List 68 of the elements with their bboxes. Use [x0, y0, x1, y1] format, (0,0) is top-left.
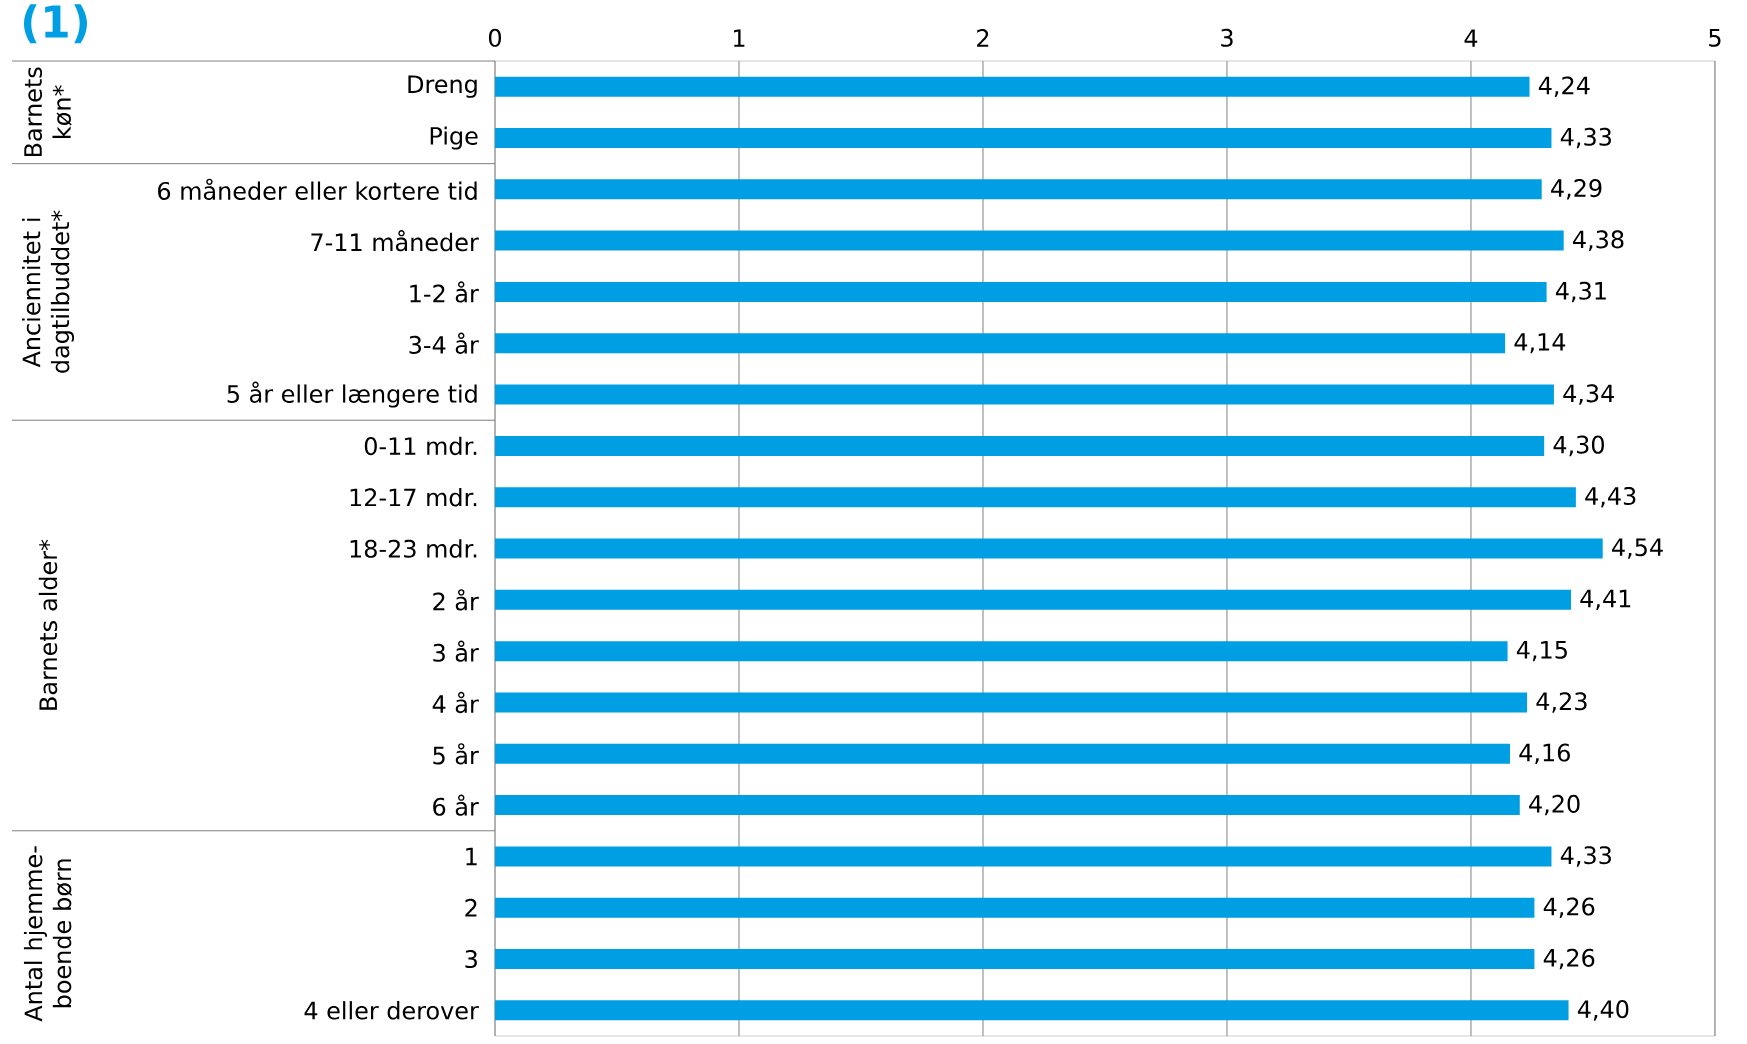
y-tick-label: 5 år eller længere tid	[227, 381, 477, 408]
bar	[495, 949, 1535, 970]
x-tick-label: 5	[1709, 29, 1721, 47]
bar	[495, 127, 1552, 148]
data-label: 4,15	[1516, 641, 1567, 662]
data-label: 4,40	[1577, 1000, 1629, 1021]
bar	[495, 281, 1547, 302]
y-tick-label: 4 eller derover	[304, 1001, 479, 1020]
data-label: 4,38	[1573, 230, 1624, 251]
y-tick-label: 3	[465, 950, 477, 969]
bar	[495, 846, 1552, 867]
bar	[495, 589, 1571, 610]
x-tick-label: 4	[1464, 29, 1478, 47]
y-tick-label: 5 år	[433, 743, 479, 765]
bar	[495, 641, 1508, 662]
data-label: 4,34	[1563, 384, 1614, 405]
y-tick-label: 3-4 år	[409, 332, 479, 354]
bar	[495, 384, 1554, 405]
bar	[495, 179, 1542, 200]
bar	[495, 743, 1510, 764]
y-tick-label: 3 år	[433, 640, 479, 662]
bar	[495, 487, 1576, 508]
y-tick-label: 2	[465, 898, 477, 917]
data-label: 4,26	[1543, 897, 1595, 918]
data-label: 4,43	[1585, 486, 1636, 508]
y-tick-label: Dreng	[408, 75, 477, 98]
data-label: 4,33	[1560, 846, 1611, 867]
text: Antal hjemme-boende børn	[23, 846, 73, 1022]
data-label: 4,20	[1529, 794, 1580, 816]
bar	[495, 76, 1530, 97]
bar	[495, 333, 1506, 354]
data-label: 4,54	[1612, 538, 1663, 559]
data-label: 4,23	[1536, 692, 1587, 713]
text: Barnets køn*	[24, 67, 72, 157]
text: Anciennitet i dagtilbuddet*	[21, 210, 74, 373]
y-tick-label: 12-17 mdr.	[350, 487, 477, 507]
text: (1)	[23, 4, 87, 44]
bar	[495, 230, 1564, 251]
y-tick-label: 1-2 år	[410, 281, 479, 303]
data-label: 4,33	[1560, 127, 1611, 149]
x-tick-label: 3	[1221, 28, 1233, 47]
x-tick-label: 2	[977, 29, 989, 47]
text: Barnets alder*	[38, 539, 58, 710]
bar	[495, 538, 1603, 559]
bar	[495, 897, 1535, 918]
data-label: 4,30	[1553, 435, 1604, 457]
data-label: 4,29	[1551, 179, 1602, 200]
data-label: 4,31	[1555, 281, 1606, 303]
x-tick-label: 1	[734, 29, 745, 47]
data-label: 4,24	[1538, 76, 1590, 97]
data-label: 4,26	[1543, 948, 1595, 970]
y-tick-label: 2 år	[433, 589, 479, 611]
y-tick-label: 6 år	[433, 794, 479, 816]
data-label: 4,41	[1580, 589, 1631, 610]
y-tick-label: 7-11 måneder	[311, 229, 479, 252]
y-tick-label: 1	[466, 847, 477, 866]
bar	[495, 795, 1520, 816]
y-tick-label: 0-11 mdr.	[364, 436, 477, 456]
y-tick-label: 6 måneder eller kortere tid	[158, 178, 477, 200]
data-label: 4,14	[1514, 333, 1566, 354]
y-tick-label: 4 år	[432, 691, 479, 714]
bar	[495, 692, 1528, 713]
bar	[495, 435, 1545, 456]
x-tick-label: 0	[488, 28, 502, 47]
y-tick-label: 18-23 mdr.	[350, 539, 477, 558]
y-tick-label: Pige	[430, 126, 478, 150]
data-label: 4,16	[1519, 743, 1570, 765]
bar	[495, 1000, 1569, 1021]
